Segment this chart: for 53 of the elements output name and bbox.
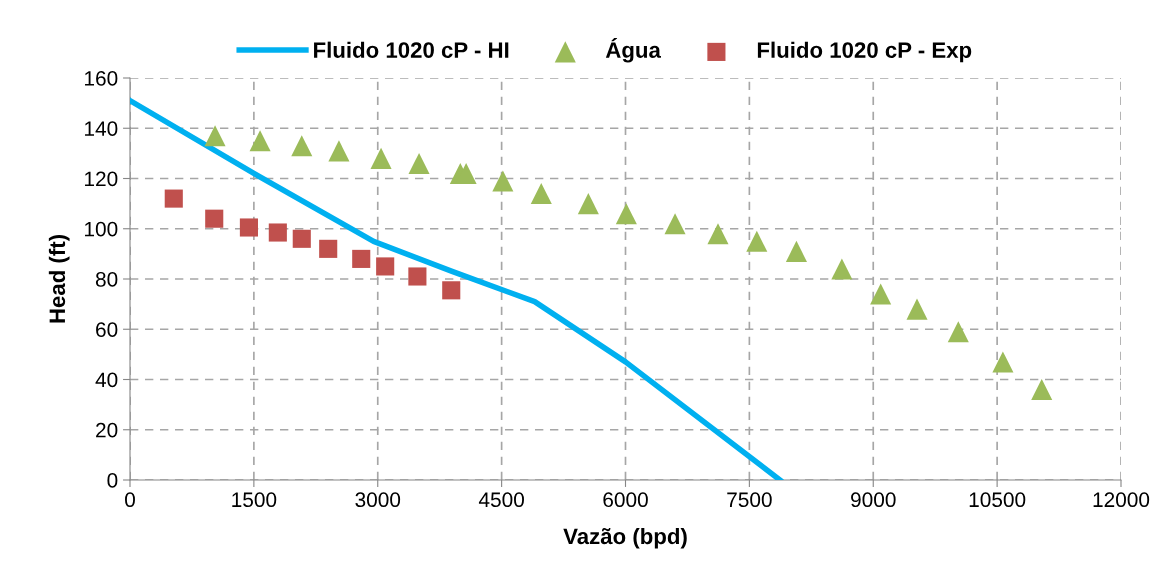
y-tick-label: 140	[85, 121, 118, 136]
x-tick-label: 4500	[478, 492, 524, 508]
point	[239, 218, 258, 237]
point	[268, 223, 287, 242]
point	[370, 147, 392, 169]
point	[615, 203, 637, 225]
y-tick-label: 80	[95, 272, 118, 287]
y-tick-label: 40	[95, 372, 118, 388]
point	[319, 239, 338, 258]
point	[408, 152, 430, 174]
y-tick-label: 20	[96, 422, 118, 438]
point	[352, 249, 371, 268]
x-tick-label: 6000	[603, 492, 648, 508]
point	[442, 281, 461, 300]
x-tick-label: 10500	[969, 492, 1026, 508]
x-tick-label: 12000	[1093, 492, 1150, 508]
point	[1031, 379, 1053, 401]
y-tick-label: 120	[85, 171, 118, 187]
y-tick-label: 160	[85, 71, 118, 86]
point	[947, 321, 969, 343]
point	[746, 230, 768, 252]
point	[408, 267, 427, 286]
point	[204, 125, 226, 147]
point	[992, 351, 1014, 373]
point	[664, 213, 686, 235]
point	[530, 183, 552, 205]
y-tick-label: 100	[85, 221, 118, 237]
point	[249, 130, 271, 152]
point	[785, 240, 807, 262]
point	[376, 257, 395, 276]
point	[577, 193, 599, 215]
point	[831, 258, 853, 280]
x-tick-label: 0	[125, 492, 135, 508]
point	[492, 170, 514, 192]
point	[870, 283, 892, 305]
point	[164, 189, 183, 208]
point	[707, 223, 729, 245]
point	[291, 135, 313, 157]
point	[205, 209, 224, 228]
y-tick-label: 0	[107, 473, 118, 488]
point	[328, 140, 350, 162]
legend-label: Água	[605, 38, 661, 63]
x-tick-label: 3000	[355, 492, 401, 508]
point	[292, 229, 311, 248]
point	[906, 298, 928, 320]
legend-label: Fluido 1020 cP - Exp	[757, 41, 972, 63]
legend-label: Fluido 1020 cP - HI	[314, 41, 509, 58]
y-axis-title: Head (ft)	[48, 235, 70, 323]
x-tick-label: 1500	[232, 492, 277, 508]
x-tick-label: 7500	[727, 492, 772, 508]
x-axis-title: Vazão (bpd)	[563, 527, 687, 549]
x-tick-label: 9000	[851, 492, 896, 508]
y-tick-label: 60	[96, 322, 118, 337]
